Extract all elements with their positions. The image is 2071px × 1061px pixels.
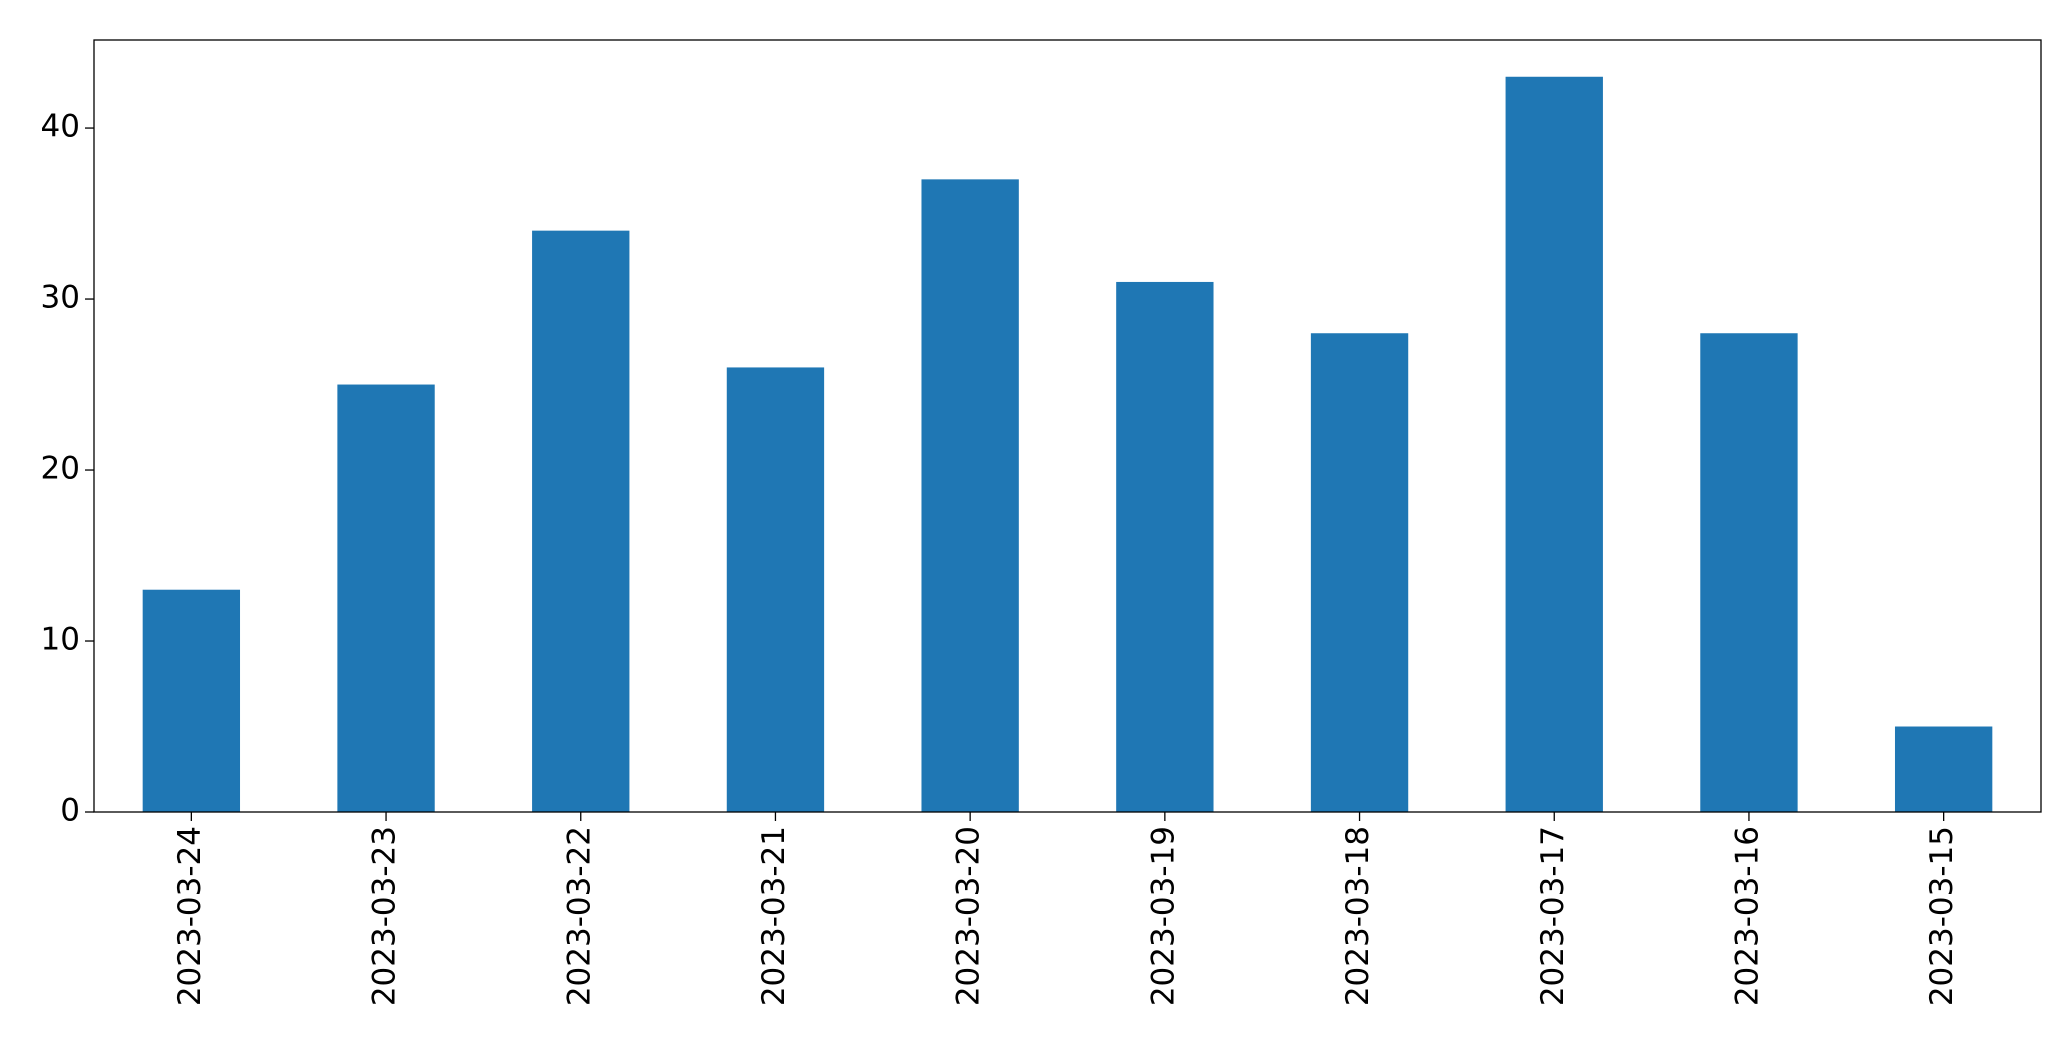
x-tick-label: 2023-03-16 [1729,826,1765,1006]
bar [1894,726,1993,812]
x-tick-label: 2023-03-17 [1535,826,1571,1006]
y-tick-label: 0 [60,793,80,829]
x-tick-label: 2023-03-22 [561,826,597,1006]
bar [1505,76,1603,812]
bar [142,589,241,812]
y-tick-label: 20 [41,451,80,487]
bar [337,384,435,812]
bar [532,230,630,813]
y-tick-label: 10 [41,622,80,658]
x-tick-label: 2023-03-20 [951,826,987,1006]
bar [1310,333,1409,812]
bar [726,367,825,812]
bar [1116,281,1214,812]
x-tick-label: 2023-03-23 [367,826,403,1006]
y-tick-label: 30 [41,280,80,316]
x-tick-label: 2023-03-24 [172,826,208,1006]
bar [1700,333,1798,812]
x-tick-label: 2023-03-21 [756,826,792,1006]
y-tick-label: 40 [41,109,80,145]
x-tick-label: 2023-03-18 [1340,826,1376,1006]
plot-frame [93,39,2042,813]
x-tick-label: 2023-03-19 [1145,826,1181,1006]
x-tick-label: 2023-03-15 [1924,826,1960,1006]
bar [921,179,1019,812]
